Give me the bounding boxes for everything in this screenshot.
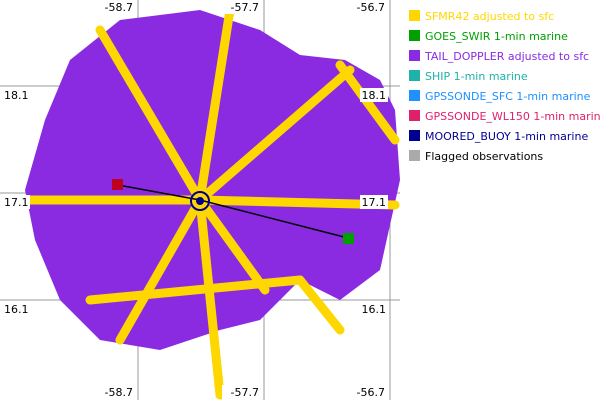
observation-cloud bbox=[25, 10, 400, 350]
legend-label: GOES_SWIR 1-min marine bbox=[425, 30, 568, 43]
label-bg bbox=[2, 88, 30, 102]
axis-labels: -58.7 -58.7 -57.7 -57.7 -56.7 -56.7 18.1 18.1 17… bbox=[2, 0, 388, 399]
legend-swatch bbox=[409, 70, 420, 81]
lat-label-left: 18.1 bbox=[4, 89, 29, 102]
label-bg bbox=[348, 385, 386, 399]
label-bg bbox=[96, 0, 134, 14]
lon-label-top: -58.7 bbox=[105, 1, 133, 14]
track bbox=[115, 195, 205, 345]
track bbox=[335, 60, 400, 145]
label-bg bbox=[2, 195, 30, 209]
label-bg bbox=[222, 0, 260, 14]
lat-label-right: 16.1 bbox=[362, 303, 387, 316]
legend-swatch bbox=[409, 10, 420, 21]
lat-label-left: 16.1 bbox=[4, 303, 29, 316]
legend-panel bbox=[400, 0, 600, 400]
label-bg bbox=[360, 88, 388, 102]
lon-label-bottom: -58.7 bbox=[105, 386, 133, 399]
lon-label-top: -57.7 bbox=[231, 1, 259, 14]
label-bg bbox=[96, 385, 134, 399]
marker bbox=[343, 233, 354, 244]
legend-label: MOORED_BUOY 1-min marine bbox=[425, 130, 588, 143]
lon-label-top: -56.7 bbox=[357, 1, 385, 14]
legend-label: TAIL_DOPPLER adjusted to sfc bbox=[424, 50, 589, 63]
track bbox=[195, 195, 270, 295]
marker bbox=[112, 179, 123, 190]
lon-label-bottom: -57.7 bbox=[231, 386, 259, 399]
track bbox=[195, 65, 355, 205]
legend-swatch bbox=[409, 110, 420, 121]
legend-swatch bbox=[409, 50, 420, 61]
storm-center bbox=[190, 191, 210, 211]
legend-label: GPSSONDE_WL150 1-min marine bbox=[425, 110, 600, 123]
lon-label-bottom: -56.7 bbox=[357, 386, 385, 399]
flight-tracks bbox=[15, 5, 400, 400]
track bbox=[195, 195, 225, 400]
label-bg bbox=[360, 195, 388, 209]
track bbox=[85, 275, 305, 305]
legend-swatch bbox=[409, 90, 420, 101]
legend-label: Flagged observations bbox=[425, 150, 543, 163]
track bbox=[195, 5, 235, 205]
lat-label-right: 18.1 bbox=[362, 89, 387, 102]
legend-label: GPSSONDE_SFC 1-min marine bbox=[425, 90, 591, 103]
legend-swatch bbox=[409, 130, 420, 141]
label-bg bbox=[222, 385, 260, 399]
track bbox=[295, 275, 345, 335]
legend-swatch bbox=[409, 30, 420, 41]
label-bg bbox=[2, 302, 30, 316]
legend-swatch bbox=[409, 150, 420, 161]
legend-label: SHIP 1-min marine bbox=[425, 70, 528, 83]
lat-label-left: 17.1 bbox=[4, 196, 29, 209]
legend: SFMR42 adjusted to sfc GOES_SWIR 1-min ma… bbox=[409, 10, 600, 163]
storm-center bbox=[196, 197, 204, 205]
track bbox=[95, 25, 205, 205]
legend-label: SFMR42 adjusted to sfc bbox=[425, 10, 554, 23]
label-bg bbox=[348, 0, 386, 14]
label-bg bbox=[360, 302, 388, 316]
lat-label-right: 17.1 bbox=[362, 196, 387, 209]
